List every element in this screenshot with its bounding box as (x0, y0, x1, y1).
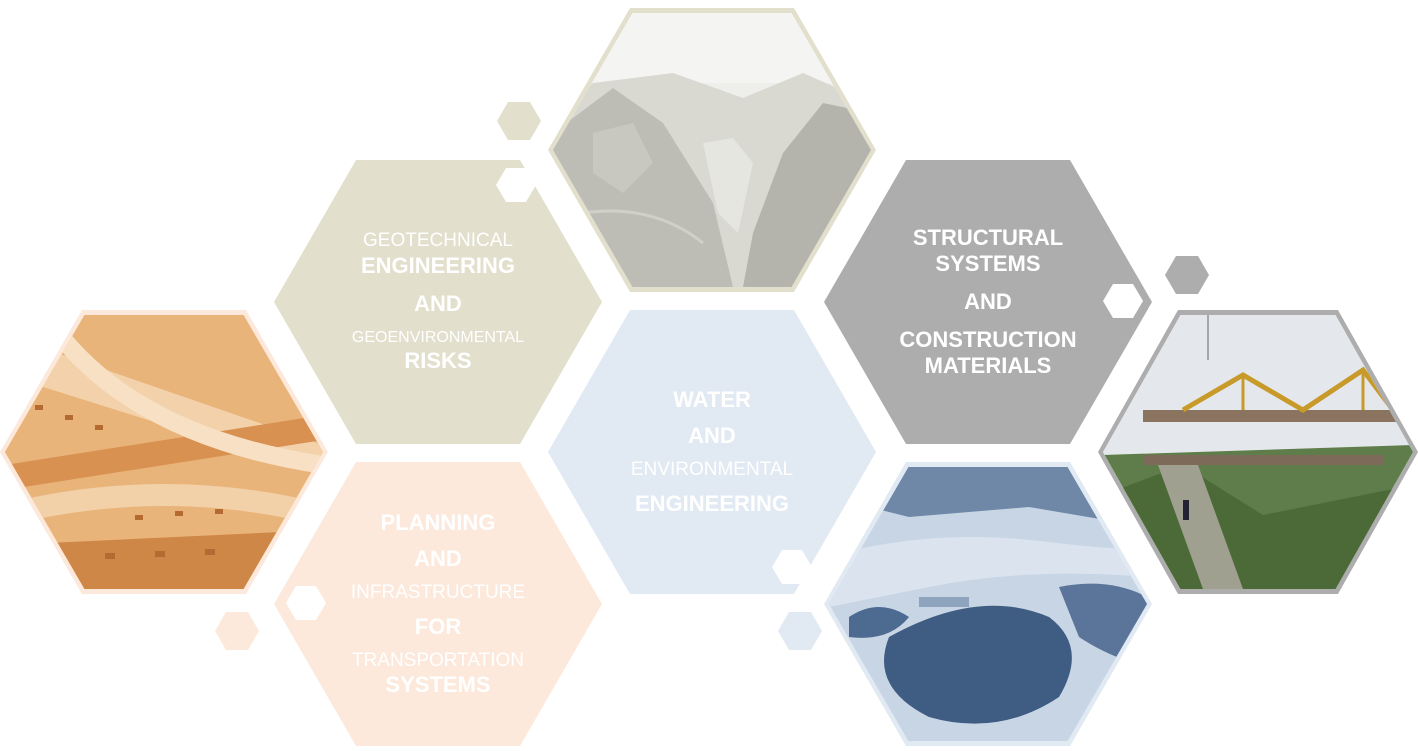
bridge-photo-hexagon (1098, 310, 1418, 594)
structural-line-1: STRUCTURAL (912, 225, 1064, 251)
geotechnical-line-3: AND (414, 290, 462, 316)
geotechnical-line-4: GEOENVIRONMENTAL (351, 328, 525, 346)
highway-photo (5, 315, 323, 589)
small-hexagon-white-water (772, 550, 812, 584)
valley-photo (553, 13, 871, 287)
small-hexagon-grey (1165, 256, 1209, 294)
bridge-construction-photo (1103, 315, 1413, 589)
geotechnical-engineering-hexagon[interactable]: GEOTECHNICAL ENGINEERING AND GEOENVIRONM… (274, 160, 602, 444)
planning-line-6: SYSTEMS (385, 672, 491, 698)
water-environmental-hexagon[interactable]: WATER AND ENVIRONMENTAL ENGINEERING (548, 310, 876, 594)
reservoir-photo-hexagon (824, 462, 1152, 746)
water-line-3: ENVIRONMENTAL (630, 458, 794, 480)
planning-line-1: PLANNING (380, 509, 496, 535)
small-hexagon-peach (215, 612, 259, 650)
small-hexagon-beige (497, 102, 541, 140)
geotechnical-line-5: RISKS (404, 347, 472, 373)
water-line-4: ENGINEERING (634, 491, 790, 517)
valley-photo-hexagon (548, 8, 876, 292)
small-hexagon-blue (778, 612, 822, 650)
geotechnical-line-1: GEOTECHNICAL (363, 230, 513, 252)
water-line-2: AND (688, 422, 736, 448)
structural-line-2: SYSTEMS (935, 251, 1041, 277)
structural-line-3: AND (964, 289, 1012, 315)
highway-photo-hexagon (0, 310, 328, 594)
structural-line-5: MATERIALS (924, 352, 1052, 378)
planning-line-3: INFRASTRUCTURE (350, 581, 526, 603)
planning-line-4: FOR (414, 614, 462, 639)
structural-line-4: CONSTRUCTION (899, 326, 1077, 352)
small-hexagon-white-planning (286, 586, 326, 620)
planning-line-2: AND (414, 545, 462, 571)
water-line-1: WATER (673, 386, 751, 412)
structural-systems-hexagon[interactable]: STRUCTURAL SYSTEMS AND CONSTRUCTION MATE… (824, 160, 1152, 444)
geotechnical-line-2: ENGINEERING (360, 252, 516, 278)
reservoir-photo (829, 467, 1147, 741)
planning-line-5: TRANSPORTATION (351, 649, 525, 671)
